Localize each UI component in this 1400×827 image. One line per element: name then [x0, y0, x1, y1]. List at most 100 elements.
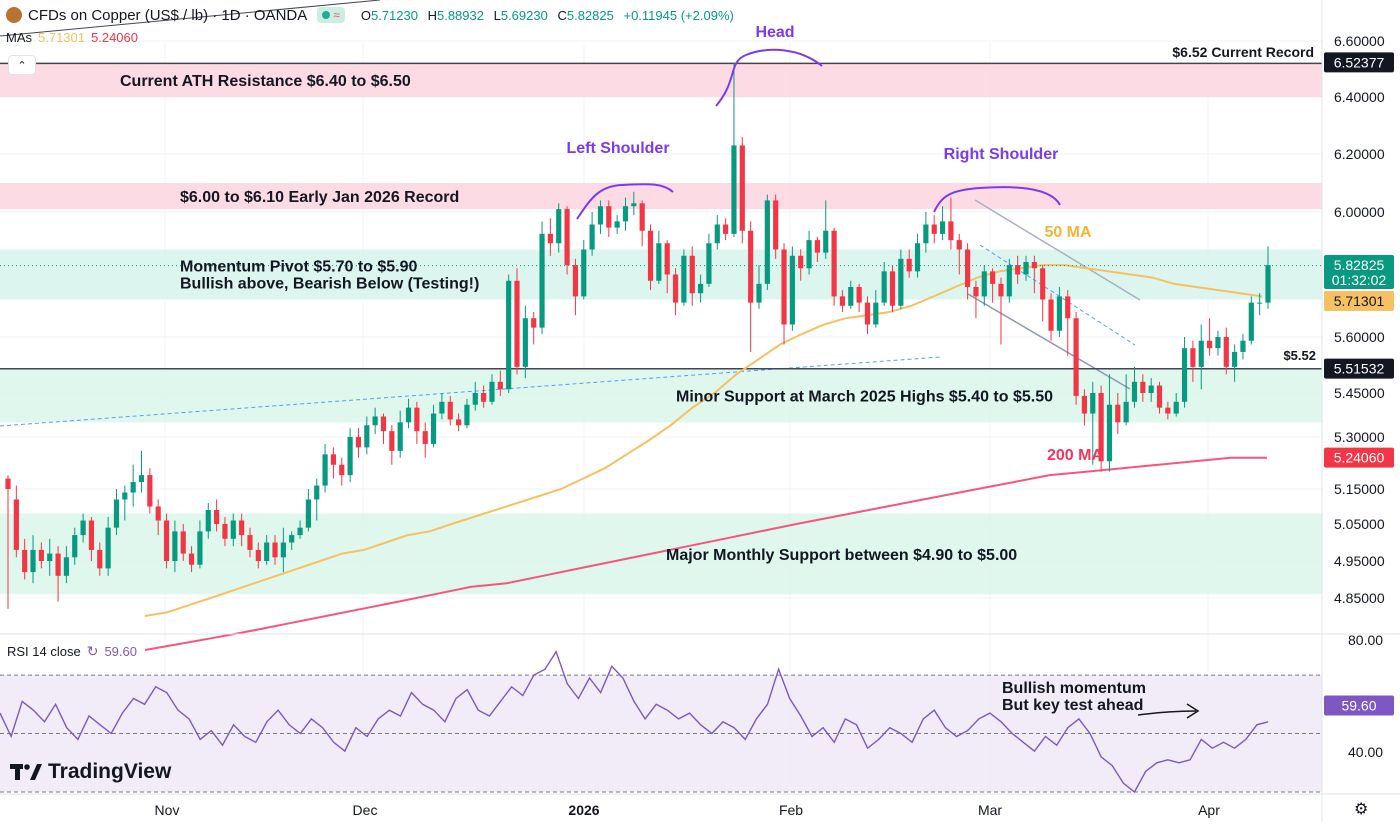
ma50-line — [144, 264, 1263, 617]
price-label-text: 5.71301 — [1334, 293, 1385, 309]
price-label-box — [1324, 255, 1394, 289]
rsi-value-text: 59.60 — [1341, 697, 1376, 713]
price-tick-label: 4.85000 — [1334, 590, 1385, 606]
candle-body — [222, 524, 228, 539]
candle-body — [105, 527, 111, 569]
candle-body — [1165, 407, 1171, 414]
candle-body — [447, 401, 453, 420]
candle-body — [647, 230, 654, 281]
candle-body — [1198, 340, 1204, 367]
rsi-note-line2: But key test ahead — [1002, 697, 1143, 714]
candle-body — [13, 499, 19, 550]
candle-body — [297, 527, 303, 536]
candle-body — [697, 283, 704, 294]
rsi-tick-label: 80.00 — [1348, 632, 1383, 648]
price-tick-label: 5.45000 — [1334, 385, 1385, 401]
zone-label: $6.00 to $6.10 Early Jan 2026 Record — [180, 189, 459, 206]
symbol-title[interactable]: CFDs on Copper (US$ / lb) · 1D · OANDA — [28, 6, 308, 24]
price-label-box — [1324, 52, 1394, 73]
candle-body — [1215, 337, 1221, 349]
candle-body — [848, 287, 854, 306]
candle-body — [814, 240, 820, 253]
candle-body — [280, 542, 286, 558]
candle-body — [1056, 296, 1062, 331]
candle-body — [1031, 262, 1037, 269]
hline-label: $6.52 Current Record — [1172, 44, 1314, 60]
candle-body — [347, 437, 353, 476]
candle-body — [364, 425, 370, 448]
candle-body — [5, 478, 11, 489]
candle-body — [497, 381, 503, 390]
candle-body — [405, 407, 412, 423]
candle-body — [55, 553, 61, 576]
head-label: Head — [755, 24, 794, 41]
ma200-legend-value: 5.24060 — [91, 30, 138, 45]
candle-body — [339, 464, 345, 476]
price-label-text: 5.51532 — [1334, 361, 1385, 377]
candle-body — [1265, 265, 1271, 303]
candle-body — [97, 549, 103, 569]
candle-body — [1156, 385, 1163, 408]
candle-body — [1257, 302, 1263, 304]
candle-body — [639, 203, 645, 231]
gear-icon[interactable]: ⚙ — [1354, 801, 1369, 818]
candle-body — [589, 224, 595, 250]
moving-averages-legend[interactable]: MAs 5.71301 5.24060 — [6, 30, 138, 45]
zone-label: Major Monthly Support between $4.90 to $… — [666, 547, 1017, 564]
candle-body — [38, 549, 44, 561]
rsi-line — [0, 650, 1269, 794]
collapse-legend-button[interactable]: ⌃ — [8, 55, 36, 75]
open-key: O — [360, 7, 371, 23]
price-tick-label: 5.15000 — [1334, 481, 1385, 497]
candle-body — [731, 145, 737, 234]
candle-body — [1207, 340, 1213, 349]
candle-body — [1190, 348, 1196, 367]
candle-body — [172, 531, 178, 561]
candle-body — [1131, 381, 1138, 402]
candle-body — [1240, 340, 1246, 352]
right-shoulder-label: Right Shoulder — [944, 146, 1059, 163]
candle-body — [456, 419, 462, 426]
market-status-pill[interactable]: ≈ — [317, 7, 345, 23]
candle-body — [130, 482, 136, 493]
tradingview-mark-icon — [10, 764, 42, 780]
candle-body — [72, 535, 78, 558]
price-tick-label: 6.60000 — [1334, 33, 1385, 49]
candle-body — [889, 271, 896, 306]
candle-body — [981, 271, 987, 297]
candle-body — [264, 542, 270, 561]
high-value: 5.88932 — [436, 7, 484, 23]
candle-body — [823, 230, 829, 253]
candle-body — [22, 549, 28, 573]
candle-body — [831, 230, 837, 297]
high-key: H — [427, 7, 437, 23]
rsi-legend[interactable]: RSI 14 close ↻ 59.60 — [7, 643, 137, 660]
candle-body — [906, 258, 912, 272]
time-axis-label: Dec — [353, 802, 378, 818]
candle-body — [188, 553, 195, 565]
candle-body — [1023, 262, 1029, 275]
candle-body — [1048, 299, 1054, 331]
candle-body — [230, 520, 236, 539]
candle-body — [322, 454, 328, 486]
candle-body — [430, 413, 437, 444]
left-shoulder-label: Left Shoulder — [566, 140, 669, 157]
candle-body — [1248, 302, 1254, 341]
candle-body — [531, 318, 537, 328]
time-axis-label: Mar — [978, 802, 1002, 818]
candle-body — [155, 506, 161, 521]
candle-body — [289, 535, 295, 543]
data-feed-icon: ≈ — [333, 8, 340, 22]
candle-body — [163, 520, 170, 561]
tradingview-logo[interactable]: TradingView — [10, 760, 171, 784]
price-tick-label: 5.30000 — [1334, 429, 1385, 445]
refresh-icon[interactable]: ↻ — [86, 643, 99, 659]
price-tick-label: 6.20000 — [1334, 146, 1385, 162]
mas-label: MAs — [6, 30, 32, 45]
price-tick-label: 5.60000 — [1334, 329, 1385, 345]
head-arc — [715, 48, 823, 107]
candle-body — [180, 531, 186, 554]
candle-body — [372, 416, 378, 426]
